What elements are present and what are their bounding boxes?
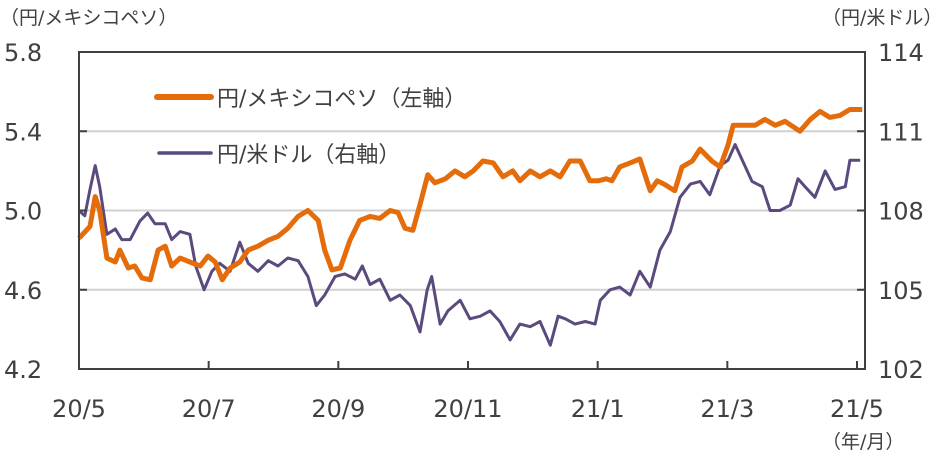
x-tick-label: 20/5 (52, 395, 106, 423)
x-tick-label: 21/3 (700, 395, 754, 423)
left-tick-label: 4.2 (4, 356, 42, 384)
tick-labels: 4.2 4.6 5.0 5.4 5.8 102 105 108 111 114 20/5 20/7 20… (4, 39, 924, 423)
tick-marks (78, 51, 865, 370)
series-line-mxn (77, 107, 863, 283)
right-tick-label: 108 (878, 198, 924, 226)
left-tick-label: 5.0 (4, 198, 42, 226)
legend-label-mxn: 円/メキシコペソ（左軸） (217, 87, 466, 112)
right-tick-label: 114 (878, 39, 924, 67)
x-tick-label: 20/7 (182, 395, 236, 423)
left-axis-label: （円/メキシコペソ） (0, 7, 177, 29)
x-tick-label: 20/11 (433, 395, 502, 423)
left-tick-label: 4.6 (4, 277, 42, 305)
right-axis-label: （円/米ドル） (822, 7, 942, 29)
legend: 円/メキシコペソ（左軸） 円/米ドル（右軸） (154, 87, 466, 168)
x-axis-unit-label: （年/月） (822, 431, 904, 453)
left-tick-label: 5.8 (4, 39, 42, 67)
series-lines (77, 107, 863, 347)
left-tick-label: 5.4 (4, 118, 42, 146)
x-tick-label: 21/5 (830, 395, 884, 423)
right-tick-label: 102 (878, 356, 924, 384)
right-tick-label: 111 (878, 118, 924, 146)
x-tick-label: 21/1 (571, 395, 625, 423)
series-line-usd (77, 143, 861, 347)
right-tick-label: 105 (878, 277, 924, 305)
x-tick-label: 20/9 (311, 395, 365, 423)
legend-label-usd: 円/米ドル（右軸） (217, 143, 400, 168)
